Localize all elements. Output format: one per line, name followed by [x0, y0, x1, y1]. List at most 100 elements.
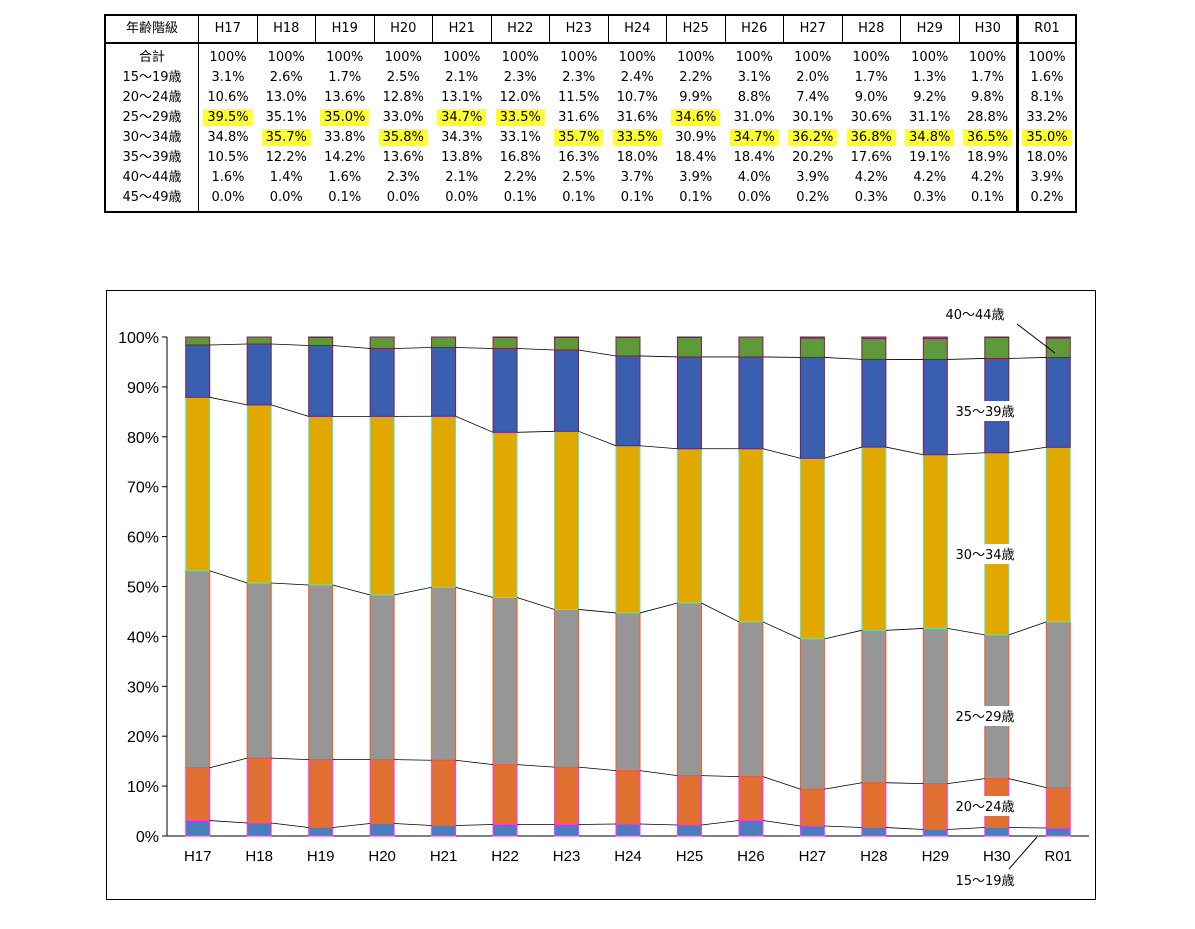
- table-cell: 35.7%: [550, 128, 609, 148]
- table-cell: 0.2%: [796, 190, 830, 205]
- series-connector-line: [517, 430, 555, 433]
- bar-segment: [308, 336, 334, 346]
- bar-segment: [738, 356, 764, 450]
- table-row: 合計 100% 100% 100% 100% 100% 100% 100% 100% 100% 10…: [105, 43, 1076, 68]
- x-tick-label: H29: [922, 848, 950, 865]
- table-cell: 11.5%: [558, 90, 600, 105]
- series-connector-line: [1008, 446, 1047, 454]
- table-header-h18: H18: [257, 15, 316, 44]
- series-connector-line: [701, 602, 740, 623]
- table-cell: 10.6%: [207, 90, 249, 105]
- series-connector-line: [578, 609, 617, 614]
- series-connector-line: [947, 452, 985, 456]
- series-connector-line: [1008, 357, 1047, 359]
- table-cell: 100%: [677, 50, 715, 65]
- table-cell: 100%: [1016, 43, 1076, 68]
- table-cell: 14.2%: [324, 150, 366, 165]
- y-tick-label: 30%: [127, 679, 159, 696]
- table-cell: 3.7%: [620, 170, 654, 185]
- series-connector-line: [824, 782, 862, 790]
- bar-segment: [308, 827, 334, 837]
- table-cell: 1.7%: [328, 70, 362, 85]
- table-cell: 0.3%: [913, 190, 947, 205]
- table-cell: 4.0%: [737, 170, 771, 185]
- bar-segment: [615, 445, 641, 614]
- bar-segment: [799, 638, 825, 790]
- table-cell: 0.1%: [620, 190, 654, 205]
- table-cell: 34.3%: [441, 130, 483, 145]
- series-connector-line: [455, 586, 494, 598]
- table-row: 45～49歳 0.0% 0.0% 0.1% 0.0% 0.0% 0.1% 0.1% 0.1% 0.…: [105, 188, 1076, 212]
- series-connector-line: [332, 345, 371, 349]
- row-label: 30～34歳: [105, 128, 199, 148]
- series-label: 35～39歳: [955, 405, 1014, 420]
- series-connector-line: [824, 825, 862, 828]
- series-connector-line: [332, 584, 371, 596]
- table-cell: 30.1%: [792, 110, 834, 125]
- series-connector-line: [762, 621, 801, 640]
- series-label-background: [951, 544, 1023, 564]
- bar-segment: [799, 336, 825, 339]
- table-cell: 100%: [911, 50, 949, 65]
- table-cell: 100%: [267, 50, 305, 65]
- y-tick-label: 40%: [127, 629, 159, 646]
- table-cell: 35.1%: [265, 110, 307, 125]
- bar-segment: [369, 823, 395, 837]
- x-tick-label: H25: [676, 848, 704, 865]
- table-header-h25: H25: [666, 15, 726, 44]
- bar-segment: [369, 594, 395, 761]
- table-cell: 4.2%: [913, 170, 947, 185]
- x-tick-label: H24: [614, 848, 642, 865]
- table-cell: 35.0%: [316, 108, 375, 128]
- row-label: 15～19歳: [105, 68, 199, 88]
- table-cell: 28.8%: [966, 110, 1009, 125]
- series-connector-line: [824, 446, 862, 459]
- table-cell: 20.2%: [792, 150, 834, 165]
- table-cell: 1.7%: [854, 70, 888, 85]
- bar-segment: [861, 358, 887, 448]
- table-cell: 0.0%: [386, 190, 420, 205]
- series-connector-line: [578, 430, 617, 447]
- table-cell: 36.8%: [842, 128, 901, 148]
- bar-segment: [1045, 827, 1071, 837]
- series-connector-line: [947, 358, 985, 360]
- table-cell: 2.1%: [445, 70, 479, 85]
- series-connector-line: [824, 357, 862, 360]
- bar-segment: [861, 446, 887, 631]
- table-cell: 30.9%: [675, 130, 717, 145]
- bar-segment: [246, 757, 272, 824]
- table-cell: 16.8%: [499, 150, 541, 165]
- x-tick-label: H21: [430, 848, 458, 865]
- series-connector-line: [701, 820, 739, 826]
- bar-segment: [554, 430, 580, 610]
- table-header-h21: H21: [432, 15, 492, 44]
- table-cell: 1.6%: [1016, 68, 1076, 88]
- age-distribution-table: 年齢階級 H17 H18 H19 H20 H21 H22 H23 H24 H25 H26 H27 H28…: [104, 14, 1077, 213]
- series-connector-line: [394, 823, 432, 826]
- table-header-h26: H26: [725, 15, 784, 44]
- bar-segment: [554, 608, 580, 768]
- series-connector-line: [271, 343, 309, 346]
- table-header-h28: H28: [842, 15, 901, 44]
- bar-segment: [922, 829, 948, 837]
- y-tick-label: 20%: [127, 729, 159, 746]
- x-tick-label: H17: [184, 848, 212, 865]
- bar-segment: [492, 764, 518, 826]
- bar-segment: [984, 827, 1010, 837]
- series-connector-line: [209, 570, 248, 584]
- bar-segment: [246, 822, 272, 837]
- bar-segment: [431, 346, 457, 417]
- bar-segment: [492, 347, 518, 433]
- table-cell: 4.2%: [854, 170, 888, 185]
- series-connector-line: [639, 355, 678, 358]
- x-tick-label: H26: [737, 848, 765, 865]
- table-cell: 100%: [968, 50, 1007, 65]
- bar-segment: [431, 586, 457, 761]
- bar-segment: [861, 827, 887, 837]
- series-label-background: [951, 706, 1023, 726]
- series-connector-line: [824, 629, 862, 640]
- bar-segment: [615, 823, 641, 837]
- table-header-h30: H30: [959, 15, 1018, 44]
- bar-segment: [922, 627, 948, 785]
- table-cell: 7.4%: [796, 90, 830, 105]
